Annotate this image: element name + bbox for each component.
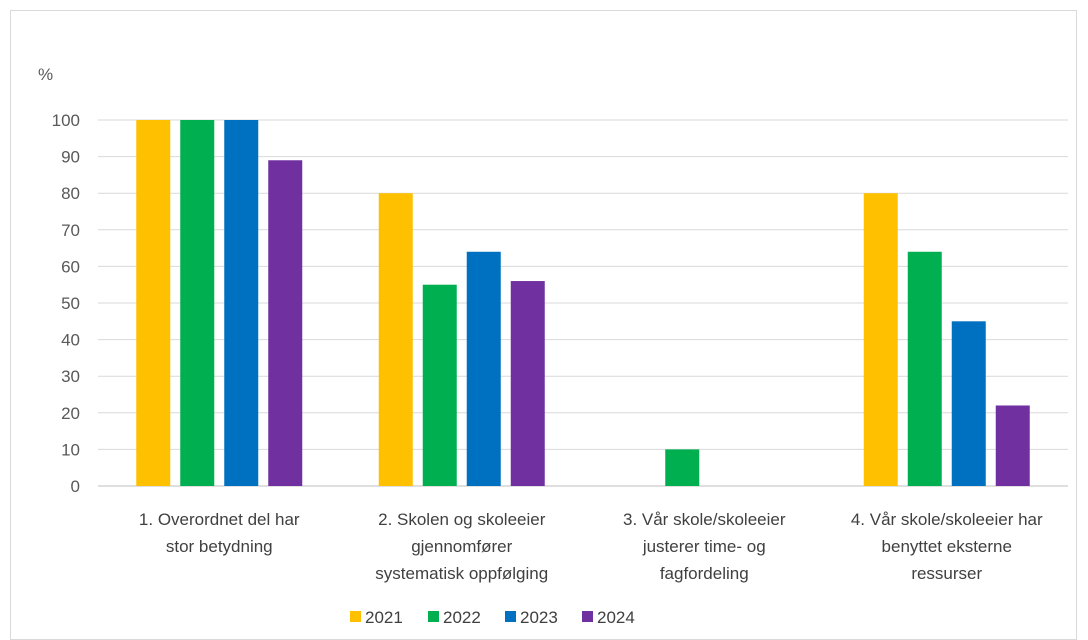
bar-2022-cat-4 — [907, 251, 942, 486]
legend-label-2024: 2024 — [597, 608, 635, 627]
y-tick-label: 90 — [61, 148, 80, 167]
legend-swatch-2023 — [505, 611, 516, 622]
y-tick-label: 70 — [61, 221, 80, 240]
y-tick-label: 40 — [61, 331, 80, 350]
category-label: fagfordeling — [660, 564, 749, 583]
category-label: 3. Vår skole/skoleeier — [623, 510, 786, 529]
bar-2024-cat-4 — [995, 405, 1030, 486]
y-unit-label: % — [38, 65, 53, 84]
legend-label-2023: 2023 — [520, 608, 558, 627]
category-label: ressurser — [911, 564, 982, 583]
bar-2023-cat-2 — [466, 251, 501, 486]
legend-swatch-2024 — [582, 611, 593, 622]
y-tick-label: 0 — [71, 477, 80, 496]
y-tick-label: 100 — [52, 111, 80, 130]
bar-2022-cat-2 — [422, 284, 457, 486]
bar-2024-cat-2 — [510, 281, 545, 486]
bar-2021-cat-2 — [378, 193, 413, 486]
category-label: stor betydning — [166, 537, 273, 556]
y-tick-label: 10 — [61, 440, 80, 459]
category-labels: 1. Overordnet del har stor betydning 2. Sk… — [139, 510, 1043, 583]
legend: 2021 2022 2023 2024 — [350, 608, 635, 627]
bar-2023-cat-4 — [951, 321, 986, 486]
y-tick-label: 20 — [61, 404, 80, 423]
y-tick-label: 50 — [61, 294, 80, 313]
category-label: benyttet eksterne — [882, 537, 1012, 556]
legend-swatch-2021 — [350, 611, 361, 622]
legend-label-2021: 2021 — [365, 608, 403, 627]
y-tick-label: 80 — [61, 184, 80, 203]
category-label: gjennomfører — [411, 537, 512, 556]
bar-2023-cat-1 — [224, 120, 259, 486]
category-label: systematisk oppfølging — [375, 564, 548, 583]
gridlines — [98, 119, 1068, 487]
legend-swatch-2022 — [428, 611, 439, 622]
category-label: justerer time- og — [642, 537, 766, 556]
bar-2021-cat-4 — [863, 193, 898, 486]
y-tick-label: 30 — [61, 367, 80, 386]
bar-2021-cat-1 — [136, 120, 171, 486]
bar-2024-cat-1 — [268, 160, 303, 486]
category-label: 4. Vår skole/skoleeier har — [851, 510, 1043, 529]
bar-2022-cat-3 — [665, 449, 700, 486]
legend-label-2022: 2022 — [443, 608, 481, 627]
bars — [136, 120, 1030, 486]
bar-2022-cat-1 — [180, 120, 215, 486]
y-tick-label: 60 — [61, 257, 80, 276]
category-label: 1. Overordnet del har — [139, 510, 300, 529]
y-tick-labels: 0 10 20 30 40 50 60 70 80 90 100 — [52, 111, 80, 496]
category-label: 2. Skolen og skoleeier — [378, 510, 546, 529]
